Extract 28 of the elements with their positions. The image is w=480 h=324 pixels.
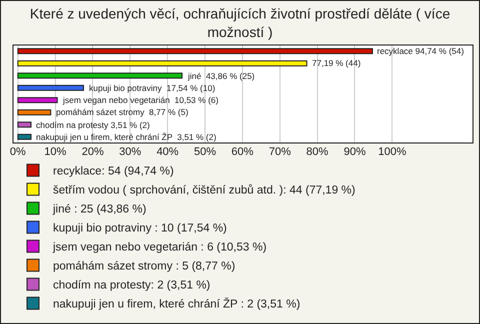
- data-label: 77,19 % (44): [312, 58, 361, 68]
- legend-label: chodím na protesty: 2 (3,51 %): [53, 280, 210, 292]
- data-label: pomáhám sázet stromy 8,77 % (5): [56, 107, 188, 117]
- x-tick-label: 50%: [194, 146, 216, 158]
- legend-label: jiné : 25 (43,86 %): [52, 204, 146, 216]
- x-tick-label: 100%: [378, 146, 406, 158]
- data-label: chodím na protesty 3,51 % (2): [36, 120, 150, 130]
- chart-title: Které z uvedených věcí, ochraňujících životní prostředí děláte ( více možností ): [30, 6, 450, 40]
- legend-label: pomáhám sázet stromy : 5 (8,77 %): [53, 260, 236, 273]
- x-tick-label: 30%: [119, 146, 142, 158]
- x-tick-label: 20%: [82, 146, 104, 158]
- x-tick-label: 40%: [156, 146, 179, 158]
- data-label: jsem vegan nebo vegetarián 10,53 % (6): [62, 95, 219, 105]
- x-tick-label: 0%: [10, 146, 26, 158]
- legend-label: kupuji bio potraviny : 10 (17,54 %): [53, 222, 228, 235]
- data-label: jiné 43,86 % (25): [187, 71, 255, 81]
- x-tick-label: 70%: [268, 146, 292, 158]
- x-tick-label: 60%: [231, 146, 254, 158]
- data-label: kupuji bio potraviny 17,54 % (10): [89, 83, 216, 93]
- data-label: nakupuji jen u firem, které chrání ŽP 3,51 % (2): [36, 132, 216, 142]
- legend-label: jsem vegan nebo vegetarián : 6 (10,53 %): [52, 242, 267, 254]
- x-tick-label: 90%: [344, 146, 366, 158]
- legend-label: šetřím vodou ( sprchování, čištění zubů atd. ): 44 (77,19 %): [53, 184, 356, 197]
- legend-label: recyklace: 54 (94,74 %): [53, 166, 174, 178]
- data-label: recyklace 94,74 % (54): [377, 46, 464, 56]
- x-tick-label: 80%: [306, 146, 329, 158]
- x-tick-label: 10%: [44, 146, 67, 158]
- legend-label: nakupuji jen u firem, které chrání ŽP : 2 (3,51 %): [53, 296, 300, 311]
